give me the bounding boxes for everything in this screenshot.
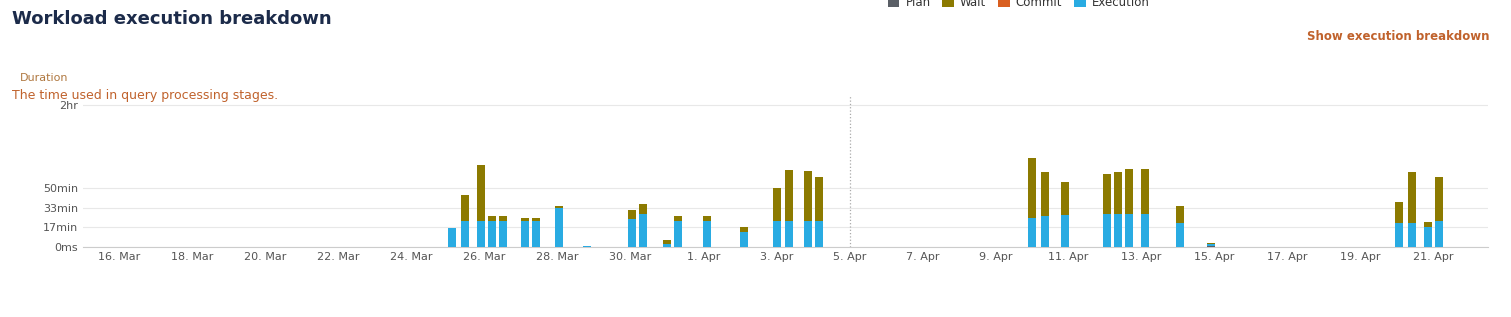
- Bar: [461, 195, 468, 221]
- Bar: [639, 204, 647, 214]
- Bar: [674, 217, 681, 221]
- Bar: [1124, 214, 1133, 247]
- Bar: [532, 221, 539, 247]
- Bar: [703, 221, 712, 247]
- Bar: [1395, 223, 1402, 247]
- Bar: [1207, 243, 1215, 244]
- Bar: [521, 217, 529, 221]
- Bar: [532, 217, 539, 221]
- Bar: [772, 221, 781, 247]
- Bar: [499, 217, 506, 221]
- Bar: [477, 165, 485, 221]
- Bar: [1435, 221, 1443, 247]
- Bar: [772, 188, 781, 221]
- Bar: [814, 177, 822, 221]
- Bar: [786, 221, 793, 247]
- Bar: [1061, 182, 1068, 215]
- Bar: [1408, 223, 1416, 247]
- Bar: [1027, 217, 1037, 247]
- Bar: [814, 221, 822, 247]
- Bar: [786, 170, 793, 221]
- Bar: [556, 206, 564, 208]
- Bar: [583, 246, 591, 247]
- Bar: [461, 221, 468, 247]
- Text: Workload execution breakdown: Workload execution breakdown: [12, 10, 332, 28]
- Bar: [1207, 244, 1215, 246]
- Bar: [1041, 172, 1049, 217]
- Bar: [1176, 206, 1185, 223]
- Legend: Plan, Wait, Commit, Execution: Plan, Wait, Commit, Execution: [882, 0, 1154, 14]
- Bar: [1061, 215, 1068, 247]
- Bar: [1114, 172, 1121, 214]
- Bar: [477, 221, 485, 247]
- Bar: [740, 232, 748, 247]
- Bar: [488, 221, 496, 247]
- Bar: [1176, 223, 1185, 247]
- Bar: [1423, 227, 1432, 247]
- Bar: [556, 208, 564, 247]
- Bar: [447, 228, 456, 247]
- Text: The time used in query processing stages.: The time used in query processing stages…: [12, 89, 278, 102]
- Bar: [1027, 158, 1037, 217]
- Bar: [1114, 214, 1121, 247]
- Bar: [1141, 169, 1150, 214]
- Bar: [663, 244, 671, 247]
- Bar: [1395, 202, 1402, 223]
- Bar: [639, 214, 647, 247]
- Bar: [629, 210, 636, 219]
- Bar: [1435, 177, 1443, 221]
- Bar: [521, 221, 529, 247]
- Bar: [740, 227, 748, 232]
- Bar: [1141, 214, 1150, 247]
- Bar: [804, 171, 811, 221]
- Bar: [1423, 222, 1432, 227]
- Bar: [703, 217, 712, 221]
- Text: Duration: Duration: [20, 73, 68, 83]
- Bar: [1408, 172, 1416, 223]
- Bar: [499, 221, 506, 247]
- Bar: [629, 219, 636, 247]
- Bar: [1041, 217, 1049, 247]
- Bar: [804, 221, 811, 247]
- Bar: [663, 240, 671, 244]
- Bar: [1103, 174, 1111, 214]
- Text: Show execution breakdown: Show execution breakdown: [1307, 30, 1490, 43]
- Bar: [1207, 246, 1215, 247]
- Bar: [674, 221, 681, 247]
- Bar: [1103, 214, 1111, 247]
- Bar: [488, 217, 496, 221]
- Bar: [1124, 169, 1133, 214]
